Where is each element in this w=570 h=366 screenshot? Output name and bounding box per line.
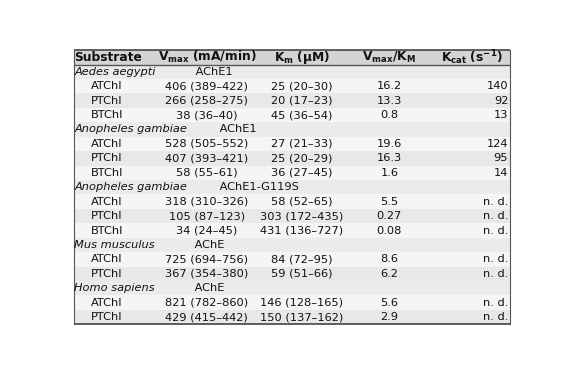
Text: 528 (505–552): 528 (505–552) <box>165 139 249 149</box>
Text: PTChI: PTChI <box>91 312 123 322</box>
Text: 146 (128–165): 146 (128–165) <box>260 298 343 308</box>
Text: 13.3: 13.3 <box>377 96 402 106</box>
Text: $\mathbf{V}_{\mathbf{max}}\mathbf{/K}_{\mathbf{M}}$: $\mathbf{V}_{\mathbf{max}}\mathbf{/K}_{\… <box>363 50 416 65</box>
Text: 5.5: 5.5 <box>380 197 398 207</box>
Bar <box>74 252 510 266</box>
Text: 25 (20–29): 25 (20–29) <box>271 153 332 163</box>
Text: 303 (172–435): 303 (172–435) <box>260 211 344 221</box>
Text: n. d.: n. d. <box>483 197 508 207</box>
Text: n. d.: n. d. <box>483 254 508 264</box>
Text: 13: 13 <box>494 110 508 120</box>
Bar <box>74 122 510 137</box>
Text: AChE1: AChE1 <box>217 124 257 134</box>
Text: 407 (393–421): 407 (393–421) <box>165 153 249 163</box>
Text: Aedes aegypti: Aedes aegypti <box>74 67 156 77</box>
Bar <box>74 194 510 209</box>
Text: 266 (258–275): 266 (258–275) <box>165 96 249 106</box>
Text: PTChI: PTChI <box>91 153 123 163</box>
Text: PTChI: PTChI <box>91 211 123 221</box>
Bar <box>74 209 510 223</box>
Text: ATChI: ATChI <box>91 254 123 264</box>
Text: AChE1: AChE1 <box>192 67 233 77</box>
Text: BTChI: BTChI <box>91 168 124 178</box>
Text: 406 (389–422): 406 (389–422) <box>165 81 249 91</box>
Text: Substrate: Substrate <box>74 51 142 64</box>
Text: Anopheles gambiae: Anopheles gambiae <box>74 124 187 134</box>
Text: AChE: AChE <box>192 283 225 293</box>
Text: 105 (87–123): 105 (87–123) <box>169 211 245 221</box>
Bar <box>74 165 510 180</box>
Text: BTChI: BTChI <box>91 225 124 236</box>
Text: 95: 95 <box>494 153 508 163</box>
Text: Homo sapiens: Homo sapiens <box>74 283 155 293</box>
Text: 431 (136–727): 431 (136–727) <box>260 225 343 236</box>
Text: n. d.: n. d. <box>483 211 508 221</box>
Bar <box>74 64 510 79</box>
Text: 84 (72–95): 84 (72–95) <box>271 254 332 264</box>
Bar <box>74 223 510 238</box>
Bar <box>74 310 510 324</box>
Text: 36 (27–45): 36 (27–45) <box>271 168 332 178</box>
Bar <box>74 281 510 295</box>
Text: 821 (782–860): 821 (782–860) <box>165 298 249 308</box>
Text: 59 (51–66): 59 (51–66) <box>271 269 332 279</box>
Text: Anopheles gambiae: Anopheles gambiae <box>74 182 187 192</box>
Text: 0.08: 0.08 <box>377 225 402 236</box>
Text: 318 (310–326): 318 (310–326) <box>165 197 249 207</box>
Text: 1.6: 1.6 <box>380 168 398 178</box>
Text: 16.2: 16.2 <box>377 81 402 91</box>
Bar <box>74 108 510 122</box>
Text: n. d.: n. d. <box>483 298 508 308</box>
Bar <box>74 238 510 252</box>
Bar <box>74 180 510 194</box>
Text: PTChI: PTChI <box>91 96 123 106</box>
Bar <box>74 151 510 165</box>
Text: 124: 124 <box>487 139 508 149</box>
Text: ATChI: ATChI <box>91 197 123 207</box>
Text: 58 (55–61): 58 (55–61) <box>176 168 238 178</box>
Text: 16.3: 16.3 <box>377 153 402 163</box>
Text: $\mathbf{K}_{\mathbf{cat}}\ \mathbf{(s^{-1})}$: $\mathbf{K}_{\mathbf{cat}}\ \mathbf{(s^{… <box>441 48 502 67</box>
Text: 25 (20–30): 25 (20–30) <box>271 81 332 91</box>
Text: 140: 140 <box>487 81 508 91</box>
Bar <box>74 79 510 93</box>
Text: 19.6: 19.6 <box>377 139 402 149</box>
Text: 14: 14 <box>494 168 508 178</box>
Text: 0.8: 0.8 <box>380 110 398 120</box>
Bar <box>74 50 510 64</box>
Text: 34 (24–45): 34 (24–45) <box>176 225 238 236</box>
Text: PTChI: PTChI <box>91 269 123 279</box>
Text: n. d.: n. d. <box>483 225 508 236</box>
Text: 6.2: 6.2 <box>380 269 398 279</box>
Text: 725 (694–756): 725 (694–756) <box>165 254 249 264</box>
Text: 429 (415–442): 429 (415–442) <box>165 312 249 322</box>
Text: 8.6: 8.6 <box>380 254 398 264</box>
Text: ATChI: ATChI <box>91 139 123 149</box>
Bar <box>74 93 510 108</box>
Text: 5.6: 5.6 <box>380 298 398 308</box>
Text: 58 (52–65): 58 (52–65) <box>271 197 332 207</box>
Text: 92: 92 <box>494 96 508 106</box>
Text: $\mathbf{K}_{\mathbf{m}}$ $\mathbf{(\mu M)}$: $\mathbf{K}_{\mathbf{m}}$ $\mathbf{(\mu … <box>274 49 330 66</box>
Text: 27 (21–33): 27 (21–33) <box>271 139 332 149</box>
Bar <box>74 266 510 281</box>
Text: BTChI: BTChI <box>91 110 124 120</box>
Text: n. d.: n. d. <box>483 269 508 279</box>
Bar <box>74 295 510 310</box>
Text: n. d.: n. d. <box>483 312 508 322</box>
Text: 20 (17–23): 20 (17–23) <box>271 96 332 106</box>
Text: 0.27: 0.27 <box>377 211 402 221</box>
Text: 2.9: 2.9 <box>380 312 398 322</box>
Text: Mus musculus: Mus musculus <box>74 240 155 250</box>
Text: AChE: AChE <box>192 240 225 250</box>
Text: $\mathbf{V}_{\mathbf{max}}$ $\mathbf{(mA/min)}$: $\mathbf{V}_{\mathbf{max}}$ $\mathbf{(mA… <box>157 49 256 66</box>
Text: 38 (36–40): 38 (36–40) <box>176 110 238 120</box>
Text: 367 (354–380): 367 (354–380) <box>165 269 249 279</box>
Text: 45 (36–54): 45 (36–54) <box>271 110 332 120</box>
Text: 150 (137–162): 150 (137–162) <box>260 312 344 322</box>
Text: AChE1-G119S: AChE1-G119S <box>217 182 299 192</box>
Text: ATChI: ATChI <box>91 81 123 91</box>
Bar <box>74 137 510 151</box>
Text: ATChI: ATChI <box>91 298 123 308</box>
